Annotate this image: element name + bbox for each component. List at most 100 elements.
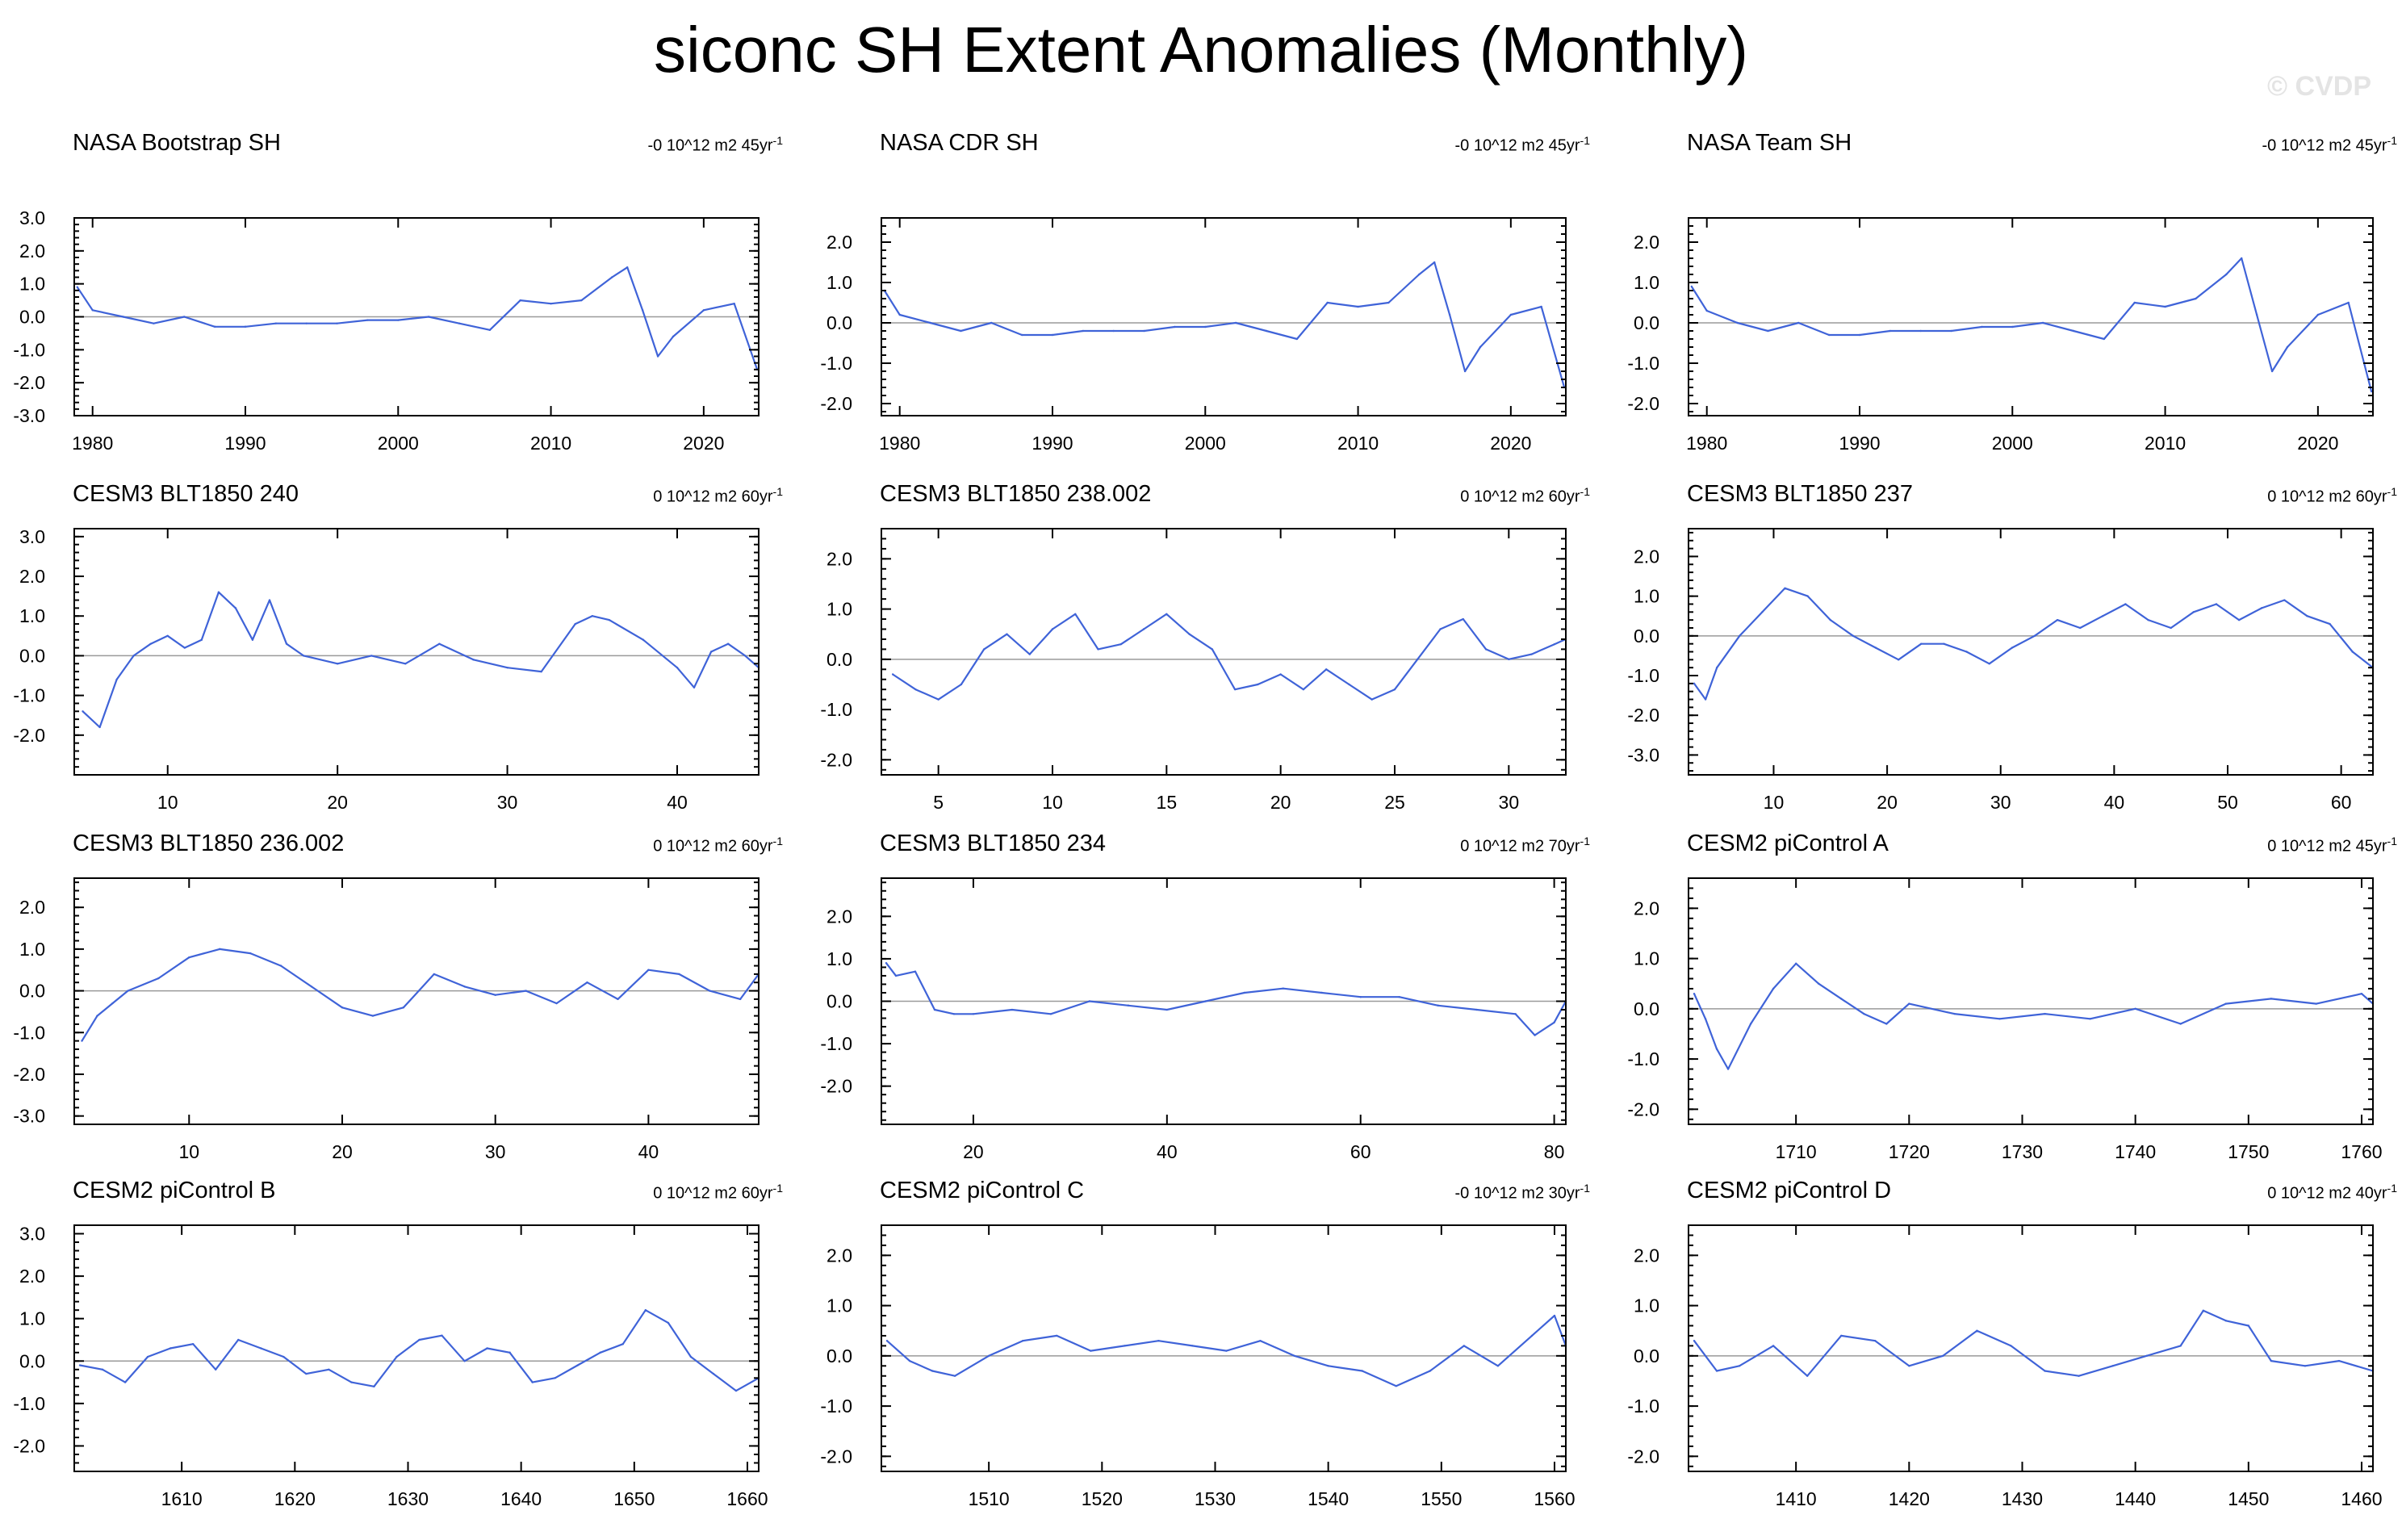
data-point xyxy=(1693,1339,1696,1342)
data-point xyxy=(1320,991,1323,994)
data-point xyxy=(215,1368,217,1371)
data-point xyxy=(656,355,659,358)
data-point xyxy=(983,648,985,651)
data-point xyxy=(1874,1339,1877,1342)
data-point xyxy=(336,663,339,665)
y-tick-label: 2.0 xyxy=(826,232,852,253)
data-point xyxy=(458,322,461,324)
data-point xyxy=(149,642,152,645)
x-tick-label: 10 xyxy=(1042,792,1063,813)
panel-title: NASA CDR SH xyxy=(880,130,1039,156)
data-point xyxy=(2111,1365,2114,1367)
data-point xyxy=(1463,370,1467,373)
x-tick-label: 1550 xyxy=(1421,1488,1462,1509)
data-point xyxy=(2056,618,2059,621)
x-tick-label: 60 xyxy=(1350,1141,1371,1162)
data-point xyxy=(2225,273,2228,276)
y-tick-label: 1.0 xyxy=(826,599,852,620)
data-point xyxy=(305,1372,308,1375)
y-tick-label: 2.0 xyxy=(826,1245,852,1266)
data-point xyxy=(642,638,645,641)
x-tick-label: 80 xyxy=(1544,1141,1565,1162)
y-tick-label: -2.0 xyxy=(1627,705,1659,726)
data-point xyxy=(519,299,521,302)
data-point xyxy=(122,316,124,318)
plot-area: -3.0 -2.0 -1.0 0.0 1.0 2.0 10 20 30 40 xyxy=(13,877,760,1162)
data-point xyxy=(2347,301,2350,304)
data-point xyxy=(1429,1370,1432,1372)
panel-cesm3-234: CESM3 BLT1850 234 0 10^12 m2 70yr-1 -2.0 -1… xyxy=(807,822,1590,1162)
data-point xyxy=(1739,634,1741,638)
data-point xyxy=(1806,595,1809,597)
data-point xyxy=(2215,603,2218,605)
data-point xyxy=(1897,659,1900,661)
data-point xyxy=(1715,1370,1718,1372)
data-point xyxy=(1259,1339,1262,1342)
data-point xyxy=(2241,257,2243,260)
plot-frame xyxy=(73,877,760,1125)
data-point xyxy=(1889,329,1892,333)
data-point xyxy=(709,990,711,992)
data-point xyxy=(1325,668,1328,671)
panel-cesm3-236: CESM3 BLT1850 236.002 0 10^12 m2 60yr-1 -3… xyxy=(0,822,783,1162)
trend-label: -0 10^12 m2 30yr-1 xyxy=(1454,1182,1590,1203)
data-point xyxy=(366,319,369,321)
panel-title: CESM3 BLT1850 236.002 xyxy=(73,831,345,856)
data-point xyxy=(621,1343,625,1345)
x-tick-label: 15 xyxy=(1157,792,1178,813)
data-point xyxy=(733,302,735,305)
data-point xyxy=(891,673,894,676)
data-point xyxy=(2133,301,2136,304)
x-tick-label: 10 xyxy=(157,792,178,813)
data-point xyxy=(2010,1345,2012,1347)
y-tick-label: -2.0 xyxy=(820,393,852,414)
trend-label: 0 10^12 m2 40yr-1 xyxy=(2267,1182,2397,1203)
y-tick-label: 1.0 xyxy=(1634,948,1659,969)
y-tick-label: 2.0 xyxy=(19,1266,45,1287)
y-tick-label: -2.0 xyxy=(820,749,852,770)
panel-cesm3-240: CESM3 BLT1850 240 0 10^12 m2 60yr-1 -2.0 -1… xyxy=(0,472,783,813)
data-point xyxy=(191,1343,195,1345)
data-point xyxy=(1690,285,1693,288)
data-point xyxy=(1858,333,1861,337)
x-tick-label: 1980 xyxy=(879,433,920,454)
x-tick-label: 60 xyxy=(2331,792,2352,813)
data-point xyxy=(608,618,611,621)
data-point xyxy=(508,1351,511,1354)
plot-frame xyxy=(1688,877,2374,1125)
panel-title: CESM3 BLT1850 238.002 xyxy=(880,481,1152,507)
data-point xyxy=(2033,634,2036,638)
x-tick-label: 30 xyxy=(1499,792,1520,813)
data-point xyxy=(1437,1004,1439,1006)
data-point xyxy=(1908,1002,1910,1005)
y-tick-label: 0.0 xyxy=(19,1350,45,1371)
data-point xyxy=(591,615,593,617)
data-point xyxy=(1174,325,1176,329)
data-point xyxy=(1233,688,1237,691)
y-tick-label: 2.0 xyxy=(19,241,45,262)
trend-label: 0 10^12 m2 60yr-1 xyxy=(653,835,783,856)
data-point xyxy=(96,1015,98,1017)
data-point xyxy=(2089,1018,2091,1020)
series-line xyxy=(82,591,760,729)
y-tick-label: 0.0 xyxy=(1634,998,1659,1019)
data-point xyxy=(1234,321,1237,324)
y-tick-label: 0.0 xyxy=(19,645,45,666)
data-point xyxy=(1056,1334,1058,1337)
data-point xyxy=(1439,628,1442,630)
panel-cesm2-c: CESM2 piControl C -0 10^12 m2 30yr-1 -2.0-… xyxy=(807,1169,1590,1509)
data-point xyxy=(1433,261,1436,264)
x-tick-label: 10 xyxy=(178,1141,199,1162)
y-tick-label: -1.0 xyxy=(13,685,45,706)
y-tick-label: -1.0 xyxy=(13,339,45,360)
data-point xyxy=(667,1321,670,1324)
data-point xyxy=(217,591,220,593)
x-tick-label: 1660 xyxy=(726,1488,768,1509)
data-point xyxy=(1157,1339,1160,1342)
data-point xyxy=(2170,626,2172,630)
data-point xyxy=(98,726,101,729)
data-point xyxy=(219,948,221,951)
x-tick-label: 40 xyxy=(2104,792,2125,813)
x-tick-label: 40 xyxy=(638,1141,659,1162)
data-point xyxy=(987,1354,990,1358)
